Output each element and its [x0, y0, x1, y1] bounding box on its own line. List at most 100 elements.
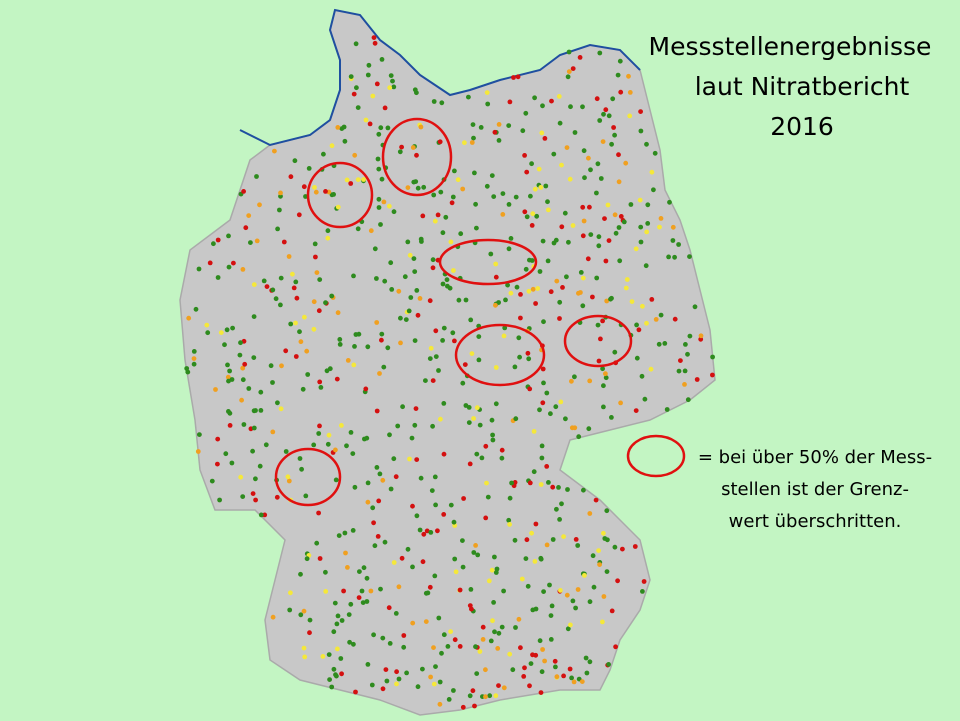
measurement-point [278, 406, 284, 412]
measurement-point [551, 240, 557, 246]
measurement-point [558, 588, 563, 593]
measurement-point [300, 386, 306, 392]
measurement-point [312, 185, 317, 190]
measurement-point [306, 166, 312, 171]
measurement-point [564, 145, 570, 151]
measurement-point [507, 522, 512, 527]
measurement-point [566, 239, 571, 245]
measurement-point [302, 314, 307, 320]
measurement-point [493, 302, 498, 308]
measurement-point [317, 277, 323, 282]
measurement-point [493, 274, 499, 280]
measurement-point [415, 185, 421, 191]
measurement-point [478, 125, 484, 130]
measurement-point [580, 303, 586, 309]
measurement-point [342, 530, 348, 536]
measurement-point [432, 474, 438, 480]
measurement-point [649, 169, 655, 175]
measurement-point [356, 331, 362, 337]
measurement-point [215, 436, 221, 442]
measurement-point [240, 494, 246, 499]
measurement-point [523, 266, 529, 272]
measurement-point [343, 550, 348, 556]
measurement-point [339, 671, 344, 677]
measurement-point [433, 328, 439, 334]
measurement-point [506, 246, 512, 252]
measurement-point [520, 128, 526, 134]
measurement-point [641, 579, 647, 584]
measurement-point [638, 109, 643, 114]
measurement-point [341, 588, 346, 594]
measurement-point [333, 447, 338, 453]
measurement-point [509, 480, 514, 486]
measurement-point [562, 210, 568, 216]
measurement-point [427, 584, 433, 590]
measurement-point [541, 380, 546, 386]
measurement-point [225, 362, 230, 368]
measurement-point [527, 257, 532, 263]
measurement-point [195, 449, 201, 454]
measurement-point [547, 582, 552, 588]
measurement-point [466, 94, 471, 100]
measurement-point [628, 202, 634, 207]
measurement-point [518, 645, 523, 651]
measurement-point [567, 176, 573, 182]
measurement-point [316, 510, 321, 516]
measurement-point [331, 629, 337, 635]
measurement-point [492, 629, 497, 635]
measurement-point [361, 177, 366, 182]
measurement-point [381, 364, 387, 370]
measurement-point [573, 537, 579, 542]
measurement-point [248, 240, 253, 246]
measurement-point [303, 493, 309, 499]
measurement-point [378, 222, 383, 227]
measurement-point [456, 297, 462, 303]
measurement-point [565, 626, 571, 632]
measurement-point [462, 362, 468, 367]
measurement-point [539, 455, 545, 461]
measurement-point [529, 223, 535, 228]
measurement-point [377, 471, 383, 477]
measurement-point [439, 650, 444, 656]
measurement-point [376, 131, 382, 137]
measurement-point [638, 128, 644, 134]
measurement-point [683, 342, 688, 347]
measurement-point [634, 355, 640, 361]
measurement-point [352, 484, 358, 490]
measurement-point [450, 330, 456, 336]
measurement-point [378, 125, 384, 131]
measurement-point [617, 258, 623, 264]
measurement-point [351, 273, 356, 279]
measurement-point [324, 368, 330, 374]
measurement-point [410, 503, 415, 509]
measurement-point [539, 443, 545, 449]
measurement-point [470, 122, 476, 127]
measurement-point [185, 369, 191, 375]
measurement-point [385, 125, 391, 131]
measurement-point [215, 461, 220, 467]
measurement-point [467, 461, 473, 467]
measurement-point [253, 497, 258, 503]
measurement-point [638, 239, 644, 245]
measurement-point [353, 689, 358, 695]
measurement-point [493, 401, 499, 407]
legend-ellipse [626, 434, 686, 478]
measurement-point [529, 530, 534, 536]
measurement-point [406, 308, 412, 314]
measurement-point [457, 644, 463, 649]
measurement-point [253, 408, 258, 413]
measurement-point [558, 399, 564, 405]
measurement-point [431, 192, 437, 198]
measurement-point [396, 584, 402, 590]
measurement-point [653, 317, 659, 322]
measurement-point [405, 239, 411, 245]
measurement-point [298, 339, 304, 345]
measurement-point [489, 173, 495, 179]
measurement-point [430, 265, 436, 271]
measurement-point [320, 654, 326, 659]
measurement-point [692, 304, 698, 310]
measurement-point [311, 442, 317, 448]
measurement-point [540, 647, 545, 652]
measurement-point [461, 496, 466, 501]
measurement-point [694, 377, 700, 382]
